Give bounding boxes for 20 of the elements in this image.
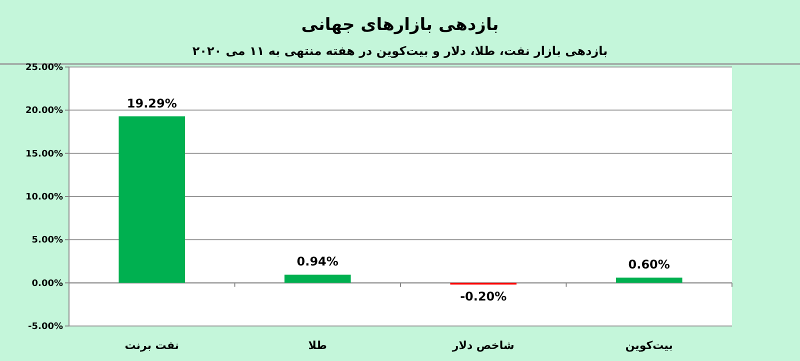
bar — [616, 278, 682, 283]
y-tick-label: 0.00% — [32, 278, 63, 289]
y-tick-label: -5.00% — [28, 322, 63, 332]
x-tick-label: بیت‌کوین — [625, 339, 673, 352]
bar — [284, 274, 351, 283]
data-label: 0.94% — [296, 254, 338, 269]
y-tick-label: 10.00% — [26, 192, 63, 202]
data-label: -0.20% — [460, 290, 507, 304]
x-tick-label: نفت برنت — [124, 339, 180, 352]
chart-title: بازدهی بازارهای جهانی — [301, 15, 499, 35]
y-tick-label: 25.00% — [26, 63, 63, 73]
chart-subtitle: بازدهی بازار نفت، طلا، دلار و بیت‌کوین در هفته منتهی به ۱۱ می ۲۰۲۰ — [192, 44, 608, 58]
y-tick-label: 15.00% — [26, 149, 63, 160]
x-tick-label: طلا — [308, 339, 327, 352]
y-tick-label: 20.00% — [26, 106, 63, 116]
bar — [118, 116, 186, 283]
y-tick-label: 5.00% — [32, 236, 63, 246]
data-label: 0.60% — [628, 258, 670, 272]
data-label: 19.29% — [126, 96, 177, 110]
x-tick-label: شاخص دلار — [451, 339, 514, 352]
